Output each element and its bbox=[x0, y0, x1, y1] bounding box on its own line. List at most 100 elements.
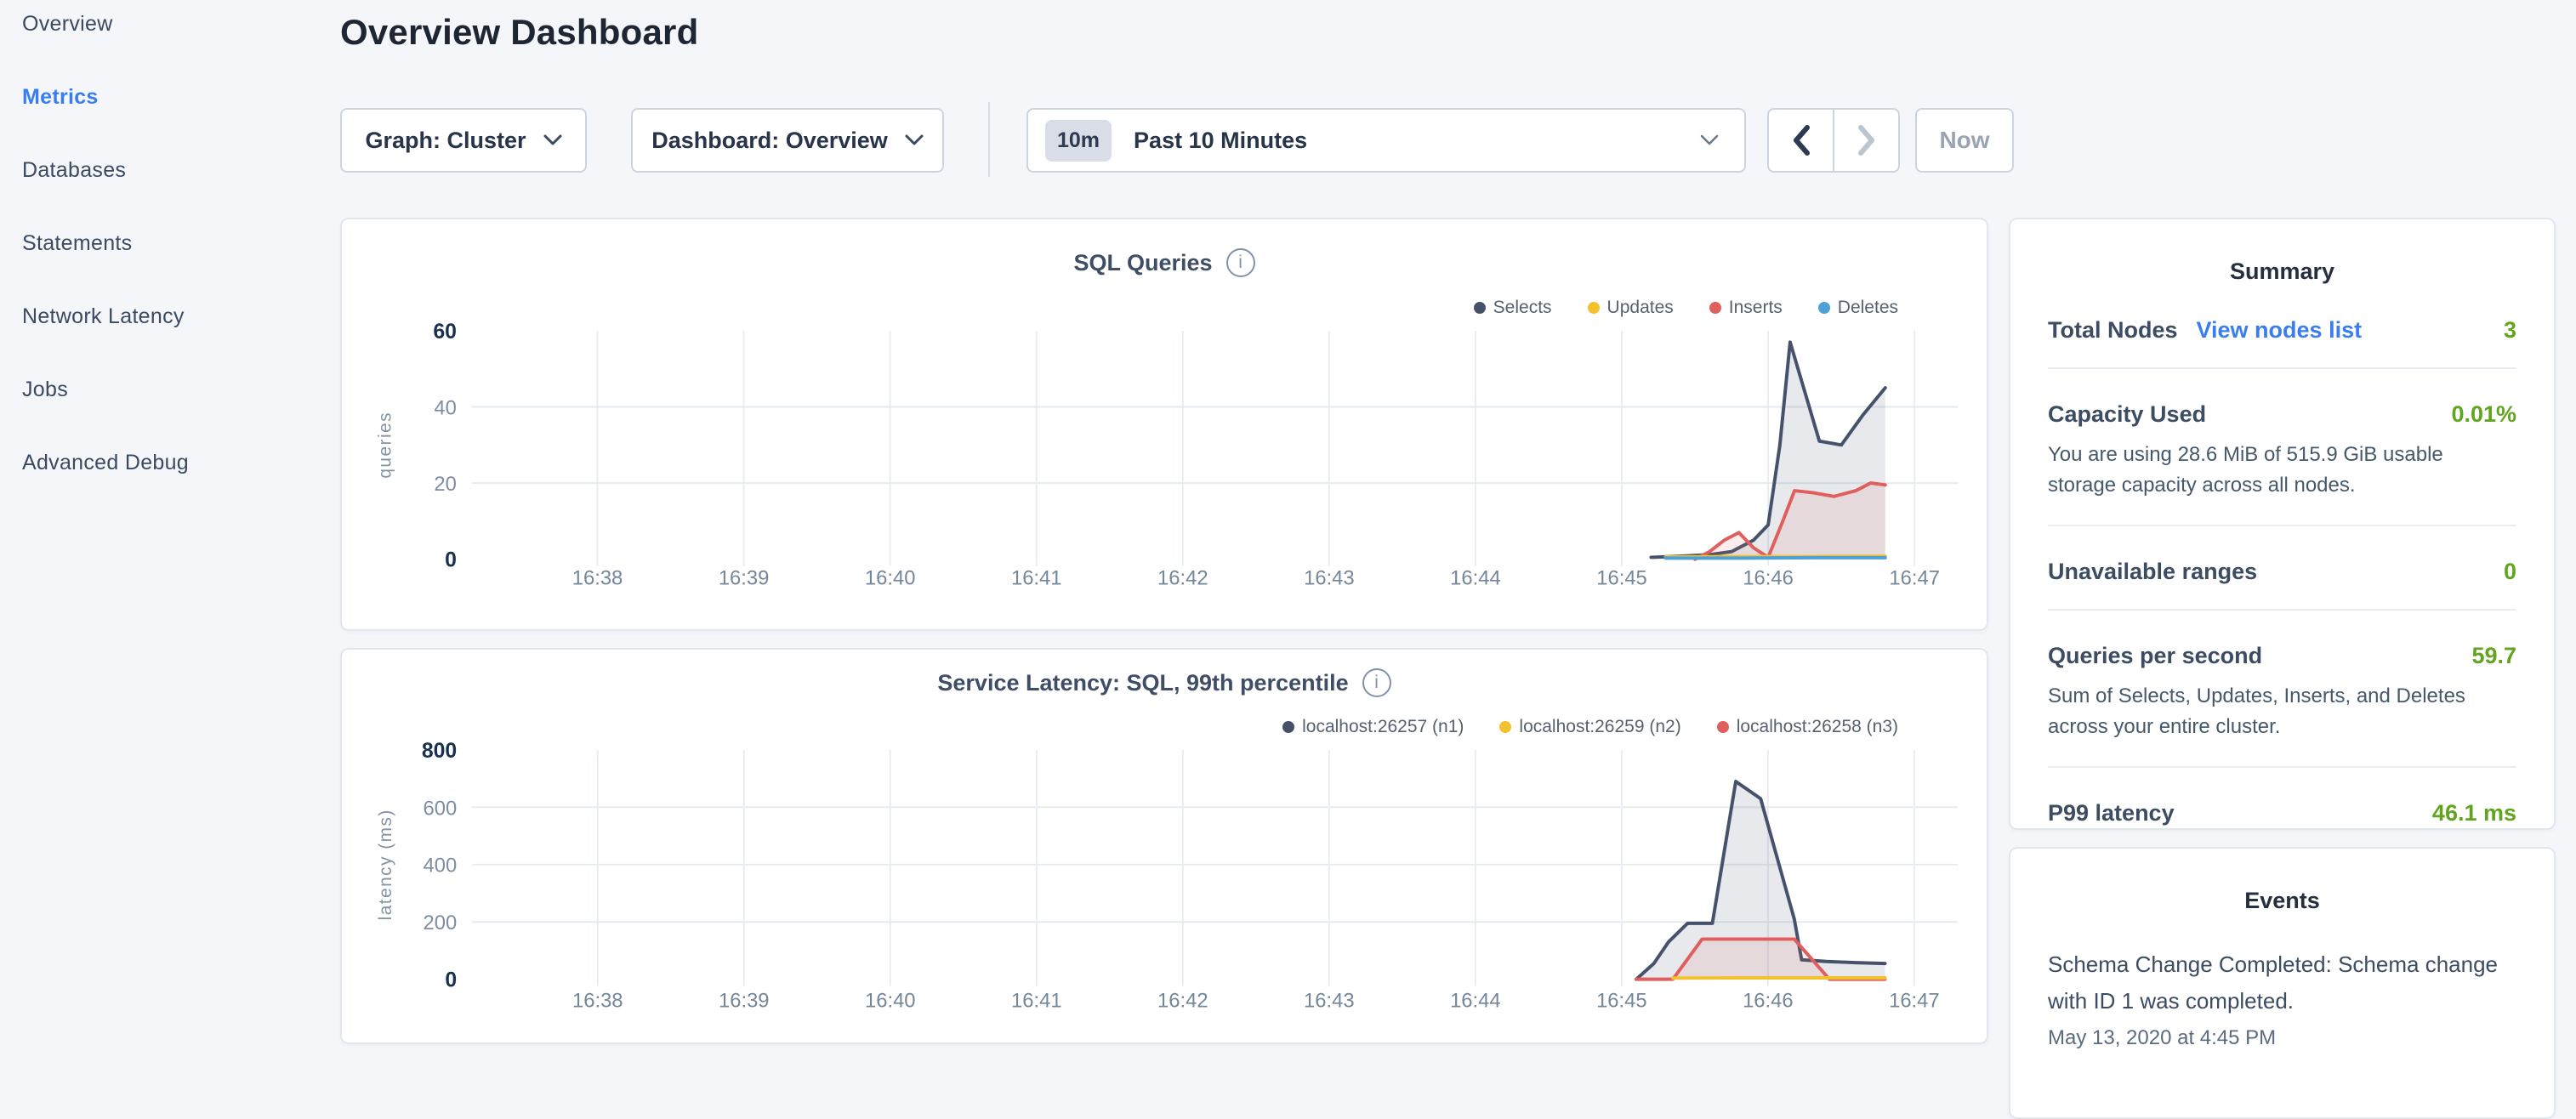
capacity-used-label: Capacity Used bbox=[2048, 401, 2207, 427]
svg-text:16:46: 16:46 bbox=[1743, 566, 1794, 589]
chart-legend: Selects Updates Inserts Deletes bbox=[1473, 298, 1898, 318]
svg-text:16:38: 16:38 bbox=[572, 989, 623, 1012]
capacity-used-description: You are using 28.6 MiB of 515.9 GiB usab… bbox=[2048, 443, 2443, 497]
legend-dot-icon bbox=[1716, 721, 1729, 733]
legend-dot-icon bbox=[1817, 302, 1830, 314]
next-time-button[interactable] bbox=[1834, 110, 1898, 171]
svg-text:queries: queries bbox=[376, 412, 395, 479]
time-range-dropdown[interactable]: 10m Past 10 Minutes bbox=[1026, 108, 1746, 173]
p99-latency-value: 46.1 ms bbox=[2431, 800, 2516, 826]
view-nodes-list-link[interactable]: View nodes list bbox=[2196, 317, 2363, 343]
dashboard-dropdown[interactable]: Dashboard: Overview bbox=[631, 108, 944, 173]
sidebar-item-network-latency[interactable]: Network Latency bbox=[22, 304, 185, 328]
summary-row-capacity: Capacity Used 0.01% You are using 28.6 M… bbox=[2048, 369, 2516, 526]
svg-text:16:44: 16:44 bbox=[1450, 566, 1501, 589]
sidebar-item-advanced-debug[interactable]: Advanced Debug bbox=[22, 451, 190, 474]
svg-text:16:42: 16:42 bbox=[1157, 989, 1208, 1012]
legend-dot-icon bbox=[1473, 302, 1486, 314]
legend-label: Selects bbox=[1493, 298, 1552, 317]
svg-text:200: 200 bbox=[424, 912, 458, 934]
svg-text:800: 800 bbox=[422, 740, 457, 763]
svg-text:600: 600 bbox=[424, 797, 458, 820]
time-pager bbox=[1767, 108, 1900, 173]
svg-text:16:41: 16:41 bbox=[1011, 989, 1062, 1012]
svg-text:400: 400 bbox=[424, 855, 458, 878]
controls-divider bbox=[988, 102, 990, 177]
sql-queries-chart-card: SQL Queries i Selects Updates Inserts Delet… bbox=[340, 218, 1988, 631]
legend-label: localhost:26257 (n1) bbox=[1302, 717, 1464, 736]
event-message[interactable]: Schema Change Completed: Schema change w… bbox=[2048, 951, 2498, 1014]
legend-label: Deletes bbox=[1837, 298, 1898, 317]
legend-label: localhost:26258 (n3) bbox=[1736, 717, 1898, 736]
summary-row-qps: Queries per second 59.7 Sum of Selects, … bbox=[2048, 611, 2516, 768]
chart-title-service-latency: Service Latency: SQL, 99th percentile bbox=[937, 669, 1349, 696]
legend-item: Deletes bbox=[1817, 298, 1898, 318]
svg-text:16:44: 16:44 bbox=[1450, 989, 1501, 1012]
time-range-badge: 10m bbox=[1045, 119, 1112, 162]
svg-text:16:40: 16:40 bbox=[865, 989, 916, 1012]
queries-per-second-description: Sum of Selects, Updates, Inserts, and De… bbox=[2048, 684, 2465, 738]
svg-text:16:47: 16:47 bbox=[1889, 989, 1940, 1012]
svg-text:16:41: 16:41 bbox=[1011, 566, 1062, 589]
event-timestamp: May 13, 2020 at 4:45 PM bbox=[2048, 1025, 2277, 1049]
chevron-down-icon bbox=[905, 134, 924, 145]
svg-text:16:39: 16:39 bbox=[719, 989, 770, 1012]
svg-text:16:47: 16:47 bbox=[1889, 566, 1940, 589]
sql-queries-plot: 16:38 16:39 16:40 16:41 16:42 16:43 16:44 16:45… bbox=[376, 321, 1959, 589]
graph-dropdown[interactable]: Graph: Cluster bbox=[340, 108, 587, 173]
svg-text:16:43: 16:43 bbox=[1304, 989, 1355, 1012]
unavailable-ranges-value: 0 bbox=[2503, 559, 2516, 584]
sidebar-item-overview[interactable]: Overview bbox=[22, 12, 113, 36]
legend-dot-icon bbox=[1709, 302, 1721, 314]
svg-text:16:45: 16:45 bbox=[1596, 989, 1647, 1012]
now-button-label: Now bbox=[1939, 127, 1990, 153]
svg-text:20: 20 bbox=[434, 473, 456, 496]
queries-per-second-value: 59.7 bbox=[2471, 643, 2516, 668]
legend-label: Updates bbox=[1606, 298, 1674, 317]
svg-text:0: 0 bbox=[445, 969, 457, 992]
svg-text:16:46: 16:46 bbox=[1743, 989, 1794, 1012]
sidebar-item-jobs[interactable]: Jobs bbox=[22, 378, 69, 401]
dashboard-dropdown-label: Dashboard: Overview bbox=[651, 127, 888, 153]
svg-text:16:45: 16:45 bbox=[1596, 566, 1647, 589]
now-button[interactable]: Now bbox=[1915, 108, 2014, 173]
summary-panel: Summary Total Nodes View nodes list 3 Ca… bbox=[2009, 218, 2556, 830]
chevron-down-icon bbox=[1700, 134, 1719, 145]
graph-dropdown-label: Graph: Cluster bbox=[365, 127, 526, 153]
service-latency-plot: 16:38 16:39 16:40 16:41 16:42 16:43 16:44 16:45… bbox=[376, 740, 1958, 1012]
summary-row-unavailable-ranges: Unavailable ranges 0 bbox=[2048, 526, 2516, 611]
svg-text:16:42: 16:42 bbox=[1157, 566, 1208, 589]
sidebar-item-statements[interactable]: Statements bbox=[22, 231, 133, 255]
info-icon[interactable]: i bbox=[1362, 668, 1391, 697]
events-panel: Events Schema Change Completed: Schema c… bbox=[2009, 847, 2556, 1119]
sidebar: Overview Metrics Databases Statements Ne… bbox=[22, 12, 328, 524]
time-range-label: Past 10 Minutes bbox=[1134, 127, 1308, 153]
queries-per-second-label: Queries per second bbox=[2048, 643, 2263, 668]
sidebar-item-databases[interactable]: Databases bbox=[22, 158, 127, 182]
svg-text:16:39: 16:39 bbox=[719, 566, 770, 589]
chart-title-sql-queries: SQL Queries bbox=[1073, 249, 1213, 275]
legend-item: Selects bbox=[1473, 298, 1552, 318]
legend-item: localhost:26258 (n3) bbox=[1716, 717, 1898, 737]
legend-item: Inserts bbox=[1709, 298, 1783, 318]
chevron-left-icon bbox=[1793, 125, 1810, 156]
total-nodes-value: 3 bbox=[2503, 317, 2516, 343]
summary-row-total-nodes: Total Nodes View nodes list 3 bbox=[2048, 285, 2516, 369]
svg-text:60: 60 bbox=[433, 321, 457, 344]
summary-row-p99: P99 latency 46.1 ms bbox=[2048, 768, 2516, 850]
prev-time-button[interactable] bbox=[1769, 110, 1834, 171]
legend-item: localhost:26257 (n1) bbox=[1282, 717, 1464, 737]
events-heading: Events bbox=[2244, 888, 2320, 913]
total-nodes-label: Total Nodes bbox=[2048, 317, 2178, 343]
legend-dot-icon bbox=[1282, 721, 1295, 733]
legend-label: localhost:26259 (n2) bbox=[1519, 717, 1681, 736]
summary-heading: Summary bbox=[2229, 258, 2335, 284]
svg-text:16:38: 16:38 bbox=[572, 566, 623, 589]
info-icon[interactable]: i bbox=[1225, 248, 1255, 277]
svg-text:16:40: 16:40 bbox=[865, 566, 916, 589]
svg-text:40: 40 bbox=[434, 396, 456, 419]
legend-label: Inserts bbox=[1728, 298, 1783, 317]
chevron-right-icon bbox=[1857, 125, 1874, 156]
unavailable-ranges-label: Unavailable ranges bbox=[2048, 559, 2258, 584]
sidebar-item-metrics[interactable]: Metrics bbox=[22, 85, 99, 109]
